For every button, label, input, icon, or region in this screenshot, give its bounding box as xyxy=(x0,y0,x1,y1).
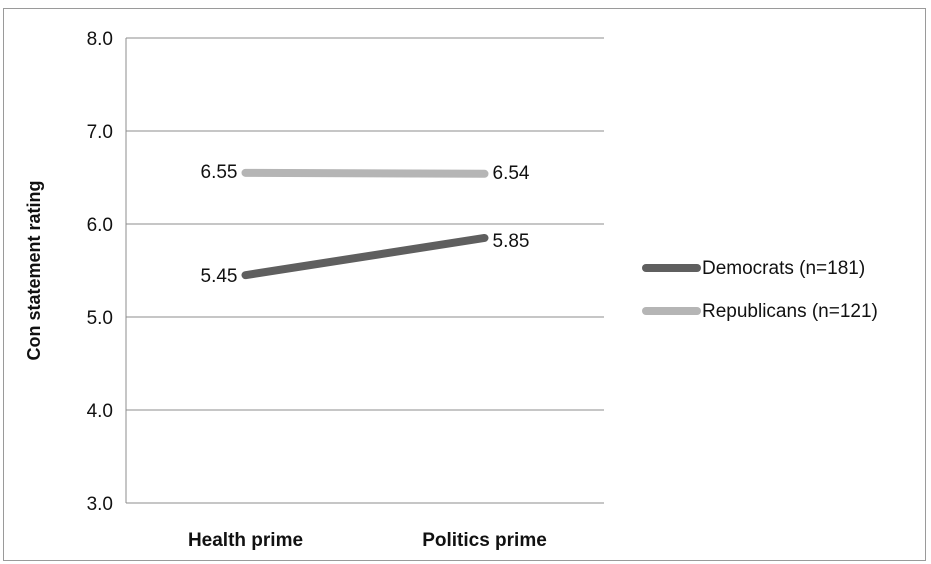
data-label: 5.45 xyxy=(201,266,238,287)
y-axis-title: Con statement rating xyxy=(24,180,44,360)
chart-frame xyxy=(3,8,926,561)
x-tick-label: Politics prime xyxy=(422,530,547,551)
data-labels: 5.45 5.85 6.55 6.54 xyxy=(201,162,530,287)
gridlines xyxy=(126,37,604,504)
legend: Democrats (n=181) Republicans (n=121) xyxy=(642,258,878,322)
data-label: 6.55 xyxy=(201,162,238,183)
x-tick-label: Health prime xyxy=(188,530,303,551)
series-line xyxy=(241,168,489,178)
series-lines xyxy=(241,168,489,280)
legend-label: Democrats (n=181) xyxy=(702,258,865,279)
series-line xyxy=(241,233,489,280)
y-tick-label: 8.0 xyxy=(87,29,113,50)
y-tick-label: 6.0 xyxy=(87,215,113,236)
y-tick-labels: 3.0 4.0 5.0 6.0 7.0 8.0 xyxy=(87,29,113,515)
data-label: 6.54 xyxy=(493,163,530,184)
y-tick-label: 5.0 xyxy=(87,308,113,329)
y-tick-label: 4.0 xyxy=(87,401,113,422)
x-tick-labels: Health prime Politics prime xyxy=(188,530,547,551)
y-tick-label: 7.0 xyxy=(87,122,113,143)
y-tick-label: 3.0 xyxy=(87,494,113,515)
legend-label: Republicans (n=121) xyxy=(702,301,878,322)
data-label: 5.85 xyxy=(493,231,530,252)
